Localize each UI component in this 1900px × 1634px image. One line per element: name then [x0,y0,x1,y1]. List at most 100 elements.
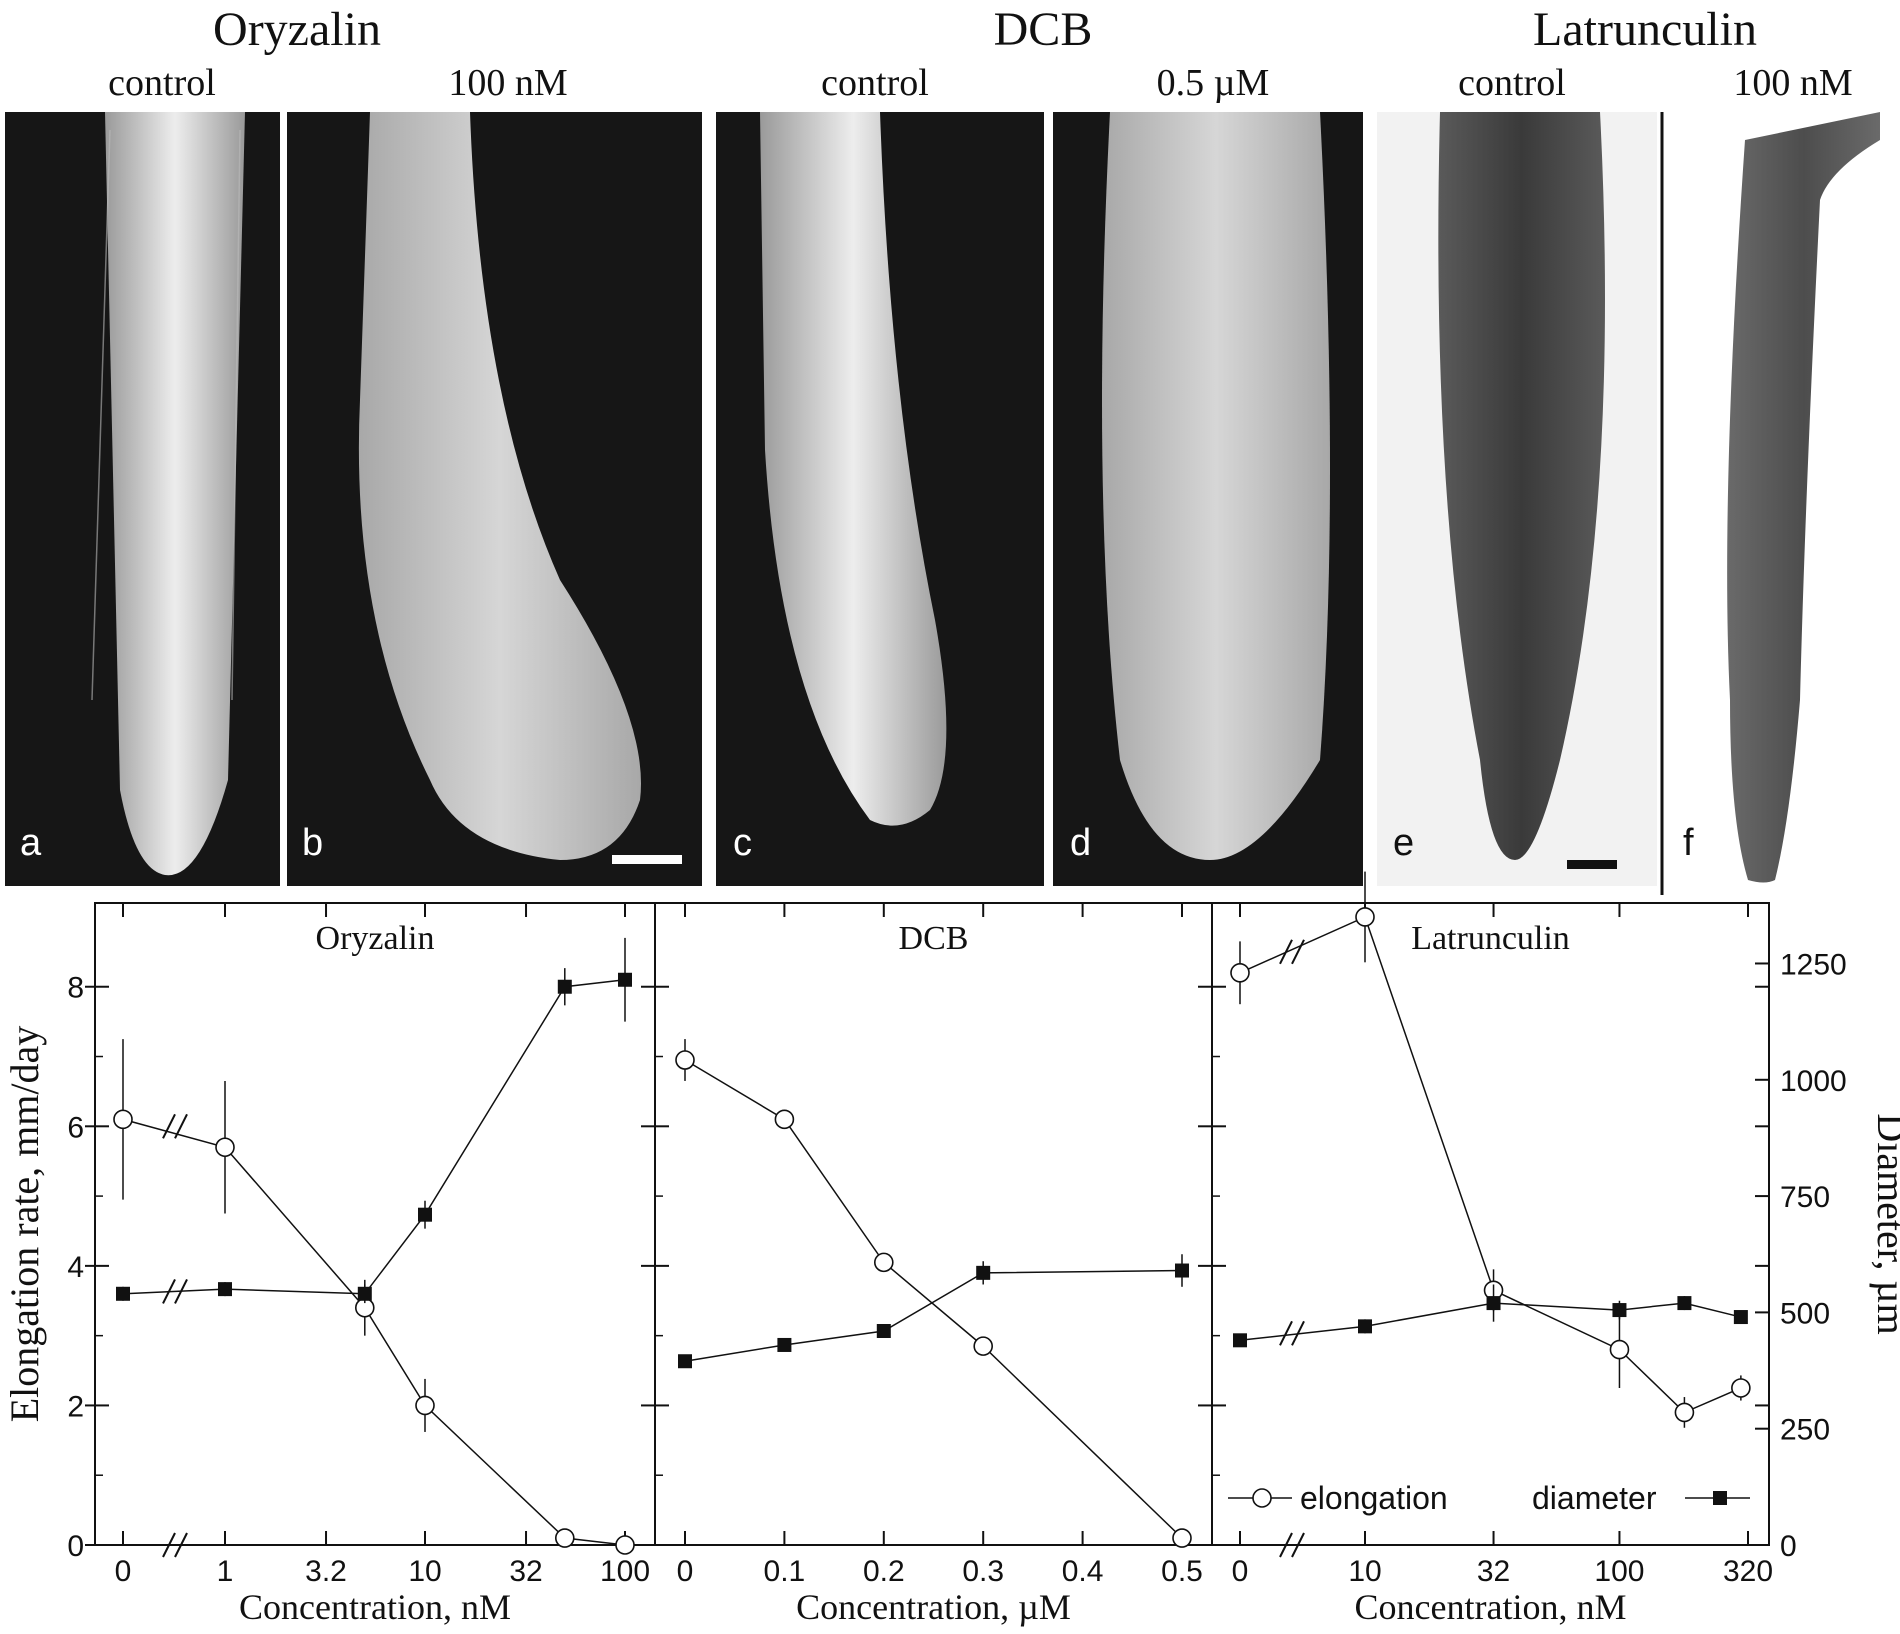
series-break-mark [1291,939,1305,965]
y-right-tick-label: 1250 [1780,948,1847,981]
x-tick-label: 320 [1723,1555,1773,1588]
x-tick-label: 100 [1594,1555,1644,1588]
series-break-mark [1279,1320,1293,1346]
diameter-point [1486,1296,1501,1311]
photo-a-label: control [108,62,216,104]
diameter-point [557,979,572,994]
panel-title: Oryzalin [316,920,435,957]
chart-panel-2: Latrunculin 0 10 32 100 320 Concentration, nM [1211,871,1773,1627]
photo-b [287,112,702,886]
axis-break-mark [1279,1532,1293,1558]
legend-elongation-marker [1252,1488,1272,1508]
photo-a [5,112,280,886]
x-tick-label: 0.4 [1062,1555,1104,1588]
group-title-oryzalin: Oryzalin [213,3,381,56]
photo-d [1053,112,1363,886]
elongation-point [1172,1528,1192,1548]
elongation-point [1355,907,1375,927]
elongation-point [554,1528,575,1548]
y-left-tick-label: 4 [67,1251,84,1284]
y-left-tick-label: 6 [67,1111,84,1144]
y-left-tick-label: 0 [67,1530,84,1563]
diameter-point [218,1282,232,1297]
x-tick-label: 0 [1232,1555,1249,1588]
photo-d-label: 0.5 µM [1157,62,1270,104]
elongation-point [675,1050,695,1070]
series-break-mark [162,1113,176,1139]
photo-b-label: 100 nM [448,62,567,104]
x-tick-label: 0 [677,1555,694,1588]
diameter-point [1612,1303,1627,1318]
diameter-point [777,1337,792,1352]
y-right-tick-label: 500 [1780,1297,1830,1330]
y-left-tick-label: 2 [67,1390,84,1423]
group-title-dcb: DCB [994,3,1093,56]
scale-bar [1567,860,1617,869]
photo-f-letter: f [1683,822,1694,864]
photo-b-letter: b [302,822,323,864]
x-axis-label: Concentration, nM [239,1587,511,1627]
elongation-point [1609,1339,1630,1360]
x-axis-label: Concentration, µM [796,1587,1071,1627]
axis-break-mark [1291,1532,1305,1558]
y-right-tick-label: 1000 [1780,1065,1847,1098]
legend-elongation-label: elongation [1300,1480,1448,1516]
diameter-point [1358,1319,1372,1334]
x-tick-label: 0.3 [962,1555,1004,1588]
legend: elongation diameter [1228,1480,1750,1516]
axis-break-mark [174,1532,188,1558]
elongation-point [615,1535,635,1555]
diameter-point [116,1286,130,1301]
axis-break-mark [162,1532,176,1558]
elongation-line [1239,915,1742,1414]
photo-e-letter: e [1393,822,1414,864]
y-right-tick-label: 250 [1780,1414,1830,1447]
elongation-point [873,1252,894,1273]
elongation-point [774,1109,795,1130]
x-tick-label: 0.5 [1161,1555,1203,1588]
x-tick-label: 32 [509,1555,542,1588]
diameter-point [418,1207,432,1222]
elongation-point [1731,1378,1751,1398]
photo-a-letter: a [20,822,42,864]
elongation-line [122,1118,626,1546]
group-title-latrunculin: Latrunculin [1533,3,1757,56]
elongation-point [973,1336,994,1356]
photo-e [1377,112,1657,886]
y-right-axis-label: Diameter, µm [1869,1113,1900,1334]
x-tick-label: 0.1 [764,1555,806,1588]
legend-diameter-label: diameter [1532,1480,1657,1516]
x-tick-label: 1 [217,1555,234,1588]
x-tick-label: 10 [408,1555,441,1588]
diameter-point [357,1286,372,1301]
diameter-point [976,1265,991,1280]
diameter-point [1233,1333,1247,1348]
x-tick-label: 0 [115,1555,132,1588]
elongation-line [684,1059,1183,1539]
photo-c-label: control [821,62,929,104]
diameter-point [1677,1296,1692,1311]
diameter-line [122,979,626,1295]
scale-bar [612,855,682,864]
elongation-point [1674,1402,1695,1423]
x-tick-label: 10 [1348,1555,1381,1588]
photo-f-label: 100 nM [1733,62,1852,104]
x-tick-label: 0.2 [863,1555,905,1588]
elongation-point [1230,962,1250,983]
x-tick-label: 3.2 [305,1555,347,1588]
y-right-tick-label: 0 [1780,1530,1797,1563]
elongation-point [113,1109,133,1130]
plot-frame [94,902,1770,1546]
diameter-line [684,1269,1183,1362]
diameter-point [618,972,632,987]
panel-title: Latrunculin [1411,920,1570,957]
y-left-tick-label: 8 [67,972,84,1005]
legend-diameter-marker [1713,1491,1727,1505]
panel-title: DCB [899,920,969,957]
elongation-point [215,1137,235,1158]
y-right-tick-label: 750 [1780,1181,1830,1214]
elongation-point [415,1395,435,1416]
photo-c [716,112,1044,886]
